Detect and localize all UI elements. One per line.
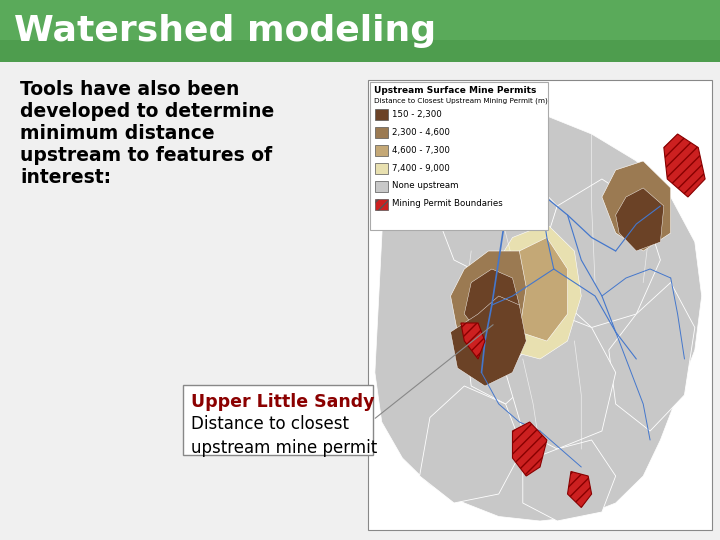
Text: None upstream: None upstream bbox=[392, 181, 459, 191]
Bar bbox=[375, 199, 388, 210]
Text: developed to determine: developed to determine bbox=[20, 102, 274, 121]
Bar bbox=[375, 145, 388, 156]
Polygon shape bbox=[609, 282, 695, 431]
Text: Watershed modeling: Watershed modeling bbox=[14, 14, 436, 48]
Polygon shape bbox=[616, 188, 664, 251]
Bar bbox=[370, 82, 548, 230]
Polygon shape bbox=[461, 323, 485, 359]
Text: 4,600 - 7,300: 4,600 - 7,300 bbox=[392, 145, 450, 154]
Polygon shape bbox=[523, 440, 616, 521]
Bar bbox=[375, 163, 388, 174]
Text: minimum distance: minimum distance bbox=[20, 124, 215, 143]
Bar bbox=[375, 181, 388, 192]
Polygon shape bbox=[451, 296, 526, 386]
Text: interest:: interest: bbox=[20, 168, 111, 187]
Polygon shape bbox=[602, 161, 671, 251]
Bar bbox=[368, 80, 712, 530]
Polygon shape bbox=[505, 314, 616, 449]
Polygon shape bbox=[385, 93, 488, 215]
Text: Tools have also been: Tools have also been bbox=[20, 80, 239, 99]
Polygon shape bbox=[375, 89, 702, 521]
Text: Upper Little Sandy: Upper Little Sandy bbox=[191, 393, 374, 411]
Bar bbox=[0, 40, 720, 62]
Polygon shape bbox=[437, 170, 557, 282]
Text: 7,400 - 9,000: 7,400 - 9,000 bbox=[392, 164, 450, 172]
Bar bbox=[375, 127, 388, 138]
Polygon shape bbox=[540, 179, 660, 327]
Text: Distance to closest
upstream mine permit: Distance to closest upstream mine permit bbox=[191, 415, 377, 457]
Polygon shape bbox=[567, 471, 592, 508]
Polygon shape bbox=[464, 269, 519, 336]
Bar bbox=[375, 109, 388, 120]
Polygon shape bbox=[664, 134, 705, 197]
Text: Upstream Surface Mine Permits: Upstream Surface Mine Permits bbox=[374, 86, 536, 95]
Text: upstream to features of: upstream to features of bbox=[20, 146, 272, 165]
Polygon shape bbox=[451, 251, 526, 350]
Text: 150 - 2,300: 150 - 2,300 bbox=[392, 110, 442, 118]
Polygon shape bbox=[505, 238, 567, 341]
Text: Distance to Closest Upstream Mining Permit (m): Distance to Closest Upstream Mining Perm… bbox=[374, 98, 548, 105]
Polygon shape bbox=[513, 422, 547, 476]
Polygon shape bbox=[420, 386, 523, 503]
Bar bbox=[0, 0, 720, 62]
Text: 2,300 - 4,600: 2,300 - 4,600 bbox=[392, 127, 450, 137]
Polygon shape bbox=[492, 224, 581, 359]
Bar bbox=[183, 385, 373, 455]
Polygon shape bbox=[464, 269, 557, 404]
Text: Mining Permit Boundaries: Mining Permit Boundaries bbox=[392, 199, 503, 208]
